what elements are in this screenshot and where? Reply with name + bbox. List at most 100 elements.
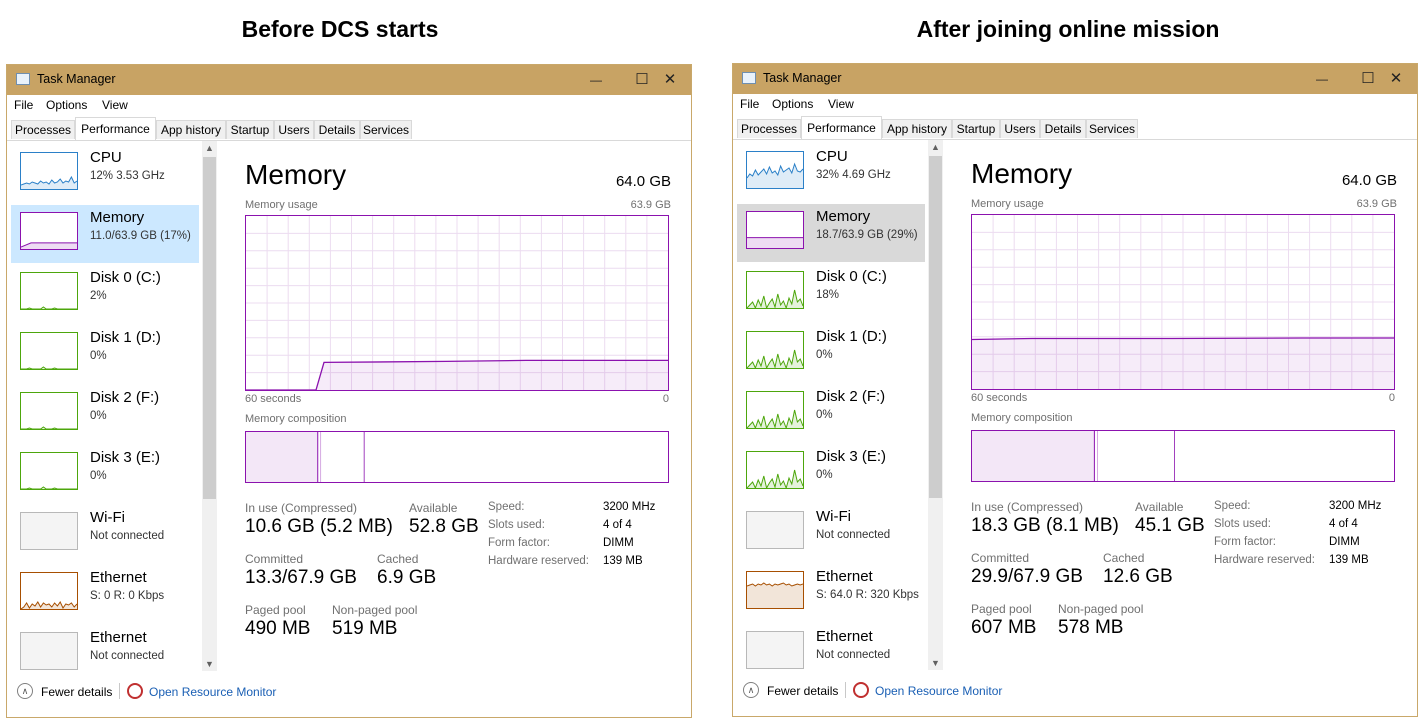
sidebar-item-disk[interactable]: Disk 2 (F:) 0% xyxy=(737,384,925,442)
sidebar-item-name: Disk 1 (D:) xyxy=(816,328,887,345)
paged-pool-label: Paged pool xyxy=(245,603,306,617)
disk-thumbnail-graph xyxy=(20,392,78,430)
sidebar-item-cpu[interactable]: CPU 12% 3.53 GHz xyxy=(11,145,199,203)
sidebar-item-wifi[interactable]: Wi-Fi Not connected xyxy=(11,505,199,563)
memory-usage-max: 63.9 GB xyxy=(1356,198,1397,210)
tab-app-history[interactable]: App history xyxy=(156,120,226,139)
chevron-up-icon[interactable]: ∧ xyxy=(743,682,759,698)
sidebar-item-name: Disk 2 (F:) xyxy=(816,388,886,405)
menu-view[interactable]: View xyxy=(102,98,128,112)
fewer-details-button[interactable]: Fewer details xyxy=(41,685,113,699)
sidebar-item-detail: Not connected xyxy=(90,530,165,542)
close-icon[interactable]: ✕ xyxy=(663,71,677,88)
window-title: Task Manager xyxy=(37,72,116,86)
tab-performance[interactable]: Performance xyxy=(75,117,156,140)
available-value: 52.8 GB xyxy=(409,516,479,537)
fewer-details-button[interactable]: Fewer details xyxy=(767,684,839,698)
menu-file[interactable]: File xyxy=(740,97,760,111)
resource-sidebar: CPU 12% 3.53 GHz Memory 11.0/63.9 GB (17%) D… xyxy=(7,141,221,671)
tab-startup[interactable]: Startup xyxy=(952,119,1000,138)
maximize-icon[interactable]: ☐ xyxy=(635,71,649,88)
menu-view[interactable]: View xyxy=(828,97,854,111)
paged-pool-value: 607 MB xyxy=(971,617,1037,638)
open-resource-monitor-link[interactable]: Open Resource Monitor xyxy=(875,684,1003,698)
sidebar-item-disk[interactable]: Disk 1 (D:) 0% xyxy=(11,325,199,383)
sidebar-item-memory[interactable]: Memory 18.7/63.9 GB (29%) xyxy=(737,204,925,262)
menu-options[interactable]: Options xyxy=(772,97,814,111)
sidebar-item-disk[interactable]: Disk 0 (C:) 18% xyxy=(737,264,925,322)
scroll-up-icon[interactable]: ▲ xyxy=(931,142,940,152)
tab-details[interactable]: Details xyxy=(1040,119,1086,138)
cached-label: Cached xyxy=(377,552,419,566)
menu-file[interactable]: File xyxy=(14,98,34,112)
tab-services[interactable]: Services xyxy=(1086,119,1138,138)
tab-services[interactable]: Services xyxy=(360,120,412,139)
sidebar-item-disk[interactable]: Disk 3 (E:) 0% xyxy=(11,445,199,503)
memory-thumbnail-graph xyxy=(20,212,78,250)
chevron-up-icon[interactable]: ∧ xyxy=(17,683,33,699)
maximize-icon[interactable]: ☐ xyxy=(1361,70,1375,87)
hardware-reserved-label: Hardware reserved: xyxy=(488,555,589,567)
menu-bar: File Options View xyxy=(733,94,1417,114)
disk-thumbnail-graph xyxy=(746,331,804,369)
sidebar-item-disk[interactable]: Disk 3 (E:) 0% xyxy=(737,444,925,502)
scroll-thumb[interactable] xyxy=(203,157,216,499)
minimize-icon[interactable]: — xyxy=(590,73,602,87)
sidebar-item-ethernet[interactable]: Ethernet S: 0 R: 0 Kbps xyxy=(11,565,199,623)
cached-value: 12.6 GB xyxy=(1103,566,1173,587)
sidebar-item-detail: Not connected xyxy=(816,529,891,541)
ethernet-thumbnail-graph xyxy=(20,572,78,610)
non-paged-pool-value: 519 MB xyxy=(332,618,398,639)
footer-bar: ∧ Fewer details Open Resource Monitor xyxy=(7,669,691,717)
page-title: Memory xyxy=(971,158,1073,189)
in-use-label: In use (Compressed) xyxy=(971,500,1084,514)
tab-processes[interactable]: Processes xyxy=(737,119,801,138)
wifi-thumbnail-graph xyxy=(20,512,78,550)
tab-performance[interactable]: Performance xyxy=(801,116,882,139)
memory-composition-bar xyxy=(245,431,669,483)
resource-monitor-icon[interactable] xyxy=(127,683,143,699)
sidebar-scrollbar[interactable]: ▲ ▼ xyxy=(928,140,943,670)
scroll-thumb[interactable] xyxy=(929,156,942,498)
close-icon[interactable]: ✕ xyxy=(1389,70,1403,87)
memory-usage-graph xyxy=(245,215,669,391)
hardware-reserved-value: 139 MB xyxy=(1329,554,1369,566)
form-factor-label: Form factor: xyxy=(488,537,550,549)
tab-app-history[interactable]: App history xyxy=(882,119,952,138)
scroll-down-icon[interactable]: ▼ xyxy=(931,658,940,668)
tab-startup[interactable]: Startup xyxy=(226,120,274,139)
non-paged-pool-value: 578 MB xyxy=(1058,617,1124,638)
sidebar-item-ethernet[interactable]: Ethernet S: 64.0 R: 320 Kbps xyxy=(737,564,925,622)
sidebar-scrollbar[interactable]: ▲ ▼ xyxy=(202,141,217,671)
title-bar[interactable]: Task Manager — ☐ ✕ xyxy=(733,64,1417,94)
tab-processes[interactable]: Processes xyxy=(11,120,75,139)
sidebar-item-memory[interactable]: Memory 11.0/63.9 GB (17%) xyxy=(11,205,199,263)
memory-usage-label: Memory usage xyxy=(971,198,1044,210)
minimize-icon[interactable]: — xyxy=(1316,72,1328,86)
sidebar-item-cpu[interactable]: CPU 32% 4.69 GHz xyxy=(737,144,925,202)
sidebar-item-name: Disk 3 (E:) xyxy=(816,448,887,465)
tab-users[interactable]: Users xyxy=(1000,119,1040,138)
memory-usage-label: Memory usage xyxy=(245,199,318,211)
tab-details[interactable]: Details xyxy=(314,120,360,139)
sidebar-item-name: Wi-Fi xyxy=(816,508,851,525)
title-bar[interactable]: Task Manager — ☐ ✕ xyxy=(7,65,691,95)
open-resource-monitor-link[interactable]: Open Resource Monitor xyxy=(149,685,277,699)
sidebar-item-disk[interactable]: Disk 0 (C:) 2% xyxy=(11,265,199,323)
slots-used-value: 4 of 4 xyxy=(603,519,632,531)
sidebar-item-disk[interactable]: Disk 2 (F:) 0% xyxy=(11,385,199,443)
tab-users[interactable]: Users xyxy=(274,120,314,139)
sidebar-item-ethernet-off[interactable]: Ethernet Not connected xyxy=(737,624,925,682)
sidebar-item-ethernet-off[interactable]: Ethernet Not connected xyxy=(11,625,199,683)
resource-monitor-icon[interactable] xyxy=(853,682,869,698)
slots-used-label: Slots used: xyxy=(488,519,545,531)
committed-value: 13.3/67.9 GB xyxy=(245,567,357,588)
menu-options[interactable]: Options xyxy=(46,98,88,112)
scroll-down-icon[interactable]: ▼ xyxy=(205,659,214,669)
sidebar-item-detail: 11.0/63.9 GB (17%) xyxy=(90,230,191,242)
sidebar-item-disk[interactable]: Disk 1 (D:) 0% xyxy=(737,324,925,382)
hardware-reserved-value: 139 MB xyxy=(603,555,643,567)
scroll-up-icon[interactable]: ▲ xyxy=(205,143,214,153)
sidebar-item-wifi[interactable]: Wi-Fi Not connected xyxy=(737,504,925,562)
cached-value: 6.9 GB xyxy=(377,567,437,588)
